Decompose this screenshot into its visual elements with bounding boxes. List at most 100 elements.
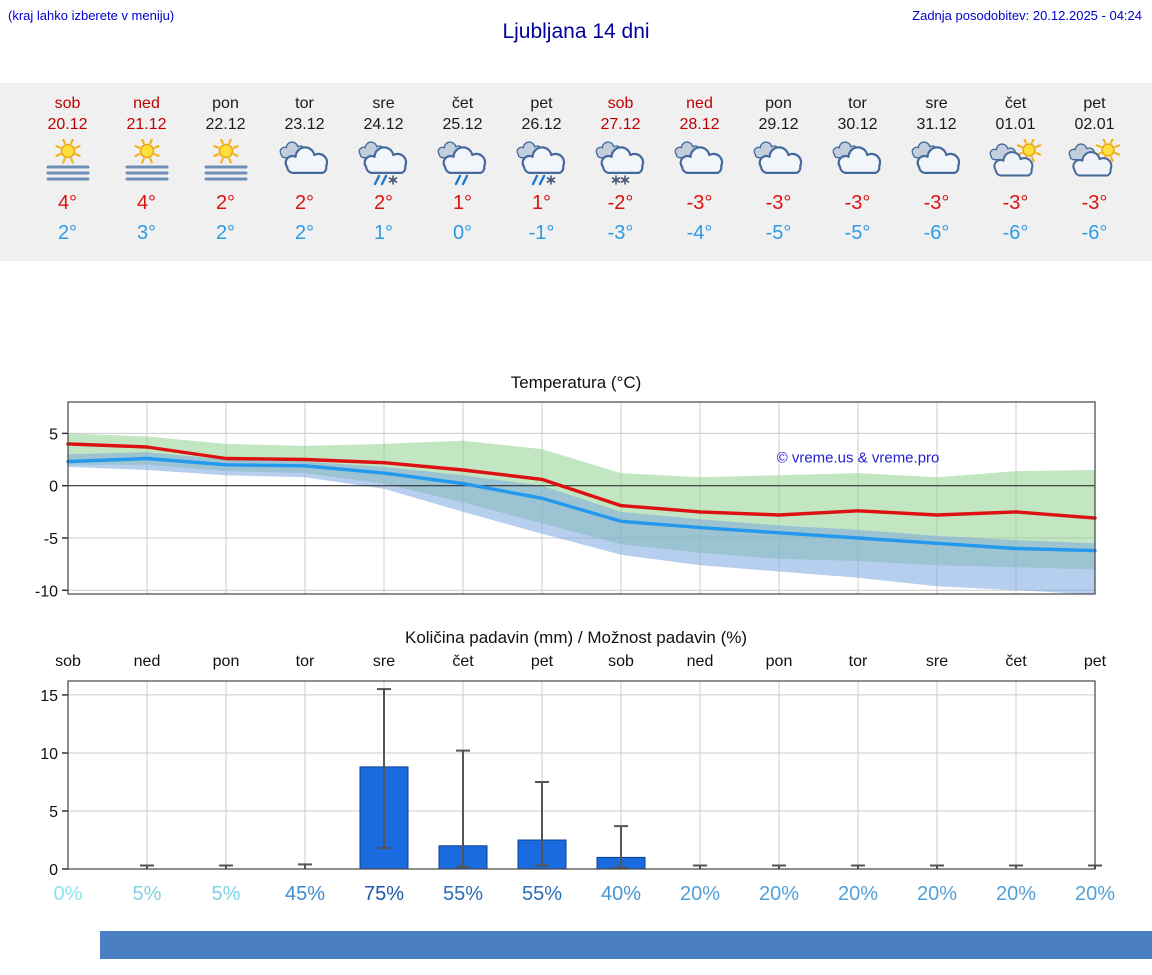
snow-icon bbox=[581, 137, 660, 189]
high-temp: 2° bbox=[373, 192, 394, 214]
forecast-strip: sob 20.12 4° 2° ned 21.12 4° 3° pon 22.12 2° 2° tor 2… bbox=[0, 83, 1152, 261]
svg-text:-5: -5 bbox=[44, 531, 58, 548]
last-update: Zadnja posodobitev: 20.12.2025 - 04:24 bbox=[912, 8, 1142, 23]
day-name: tor bbox=[848, 95, 867, 112]
temperature-chart-title: Temperatura (°C) bbox=[510, 373, 642, 392]
low-temp: -5° bbox=[844, 222, 871, 244]
cloudy-icon bbox=[660, 137, 739, 189]
low-temp: -6° bbox=[923, 222, 950, 244]
high-temp: 2° bbox=[294, 192, 315, 214]
precip-probability: 0% bbox=[53, 883, 83, 905]
forecast-day: sre 24.12 2° 1° bbox=[344, 95, 423, 245]
forecast-day: ned 28.12 -3° -4° bbox=[660, 95, 739, 245]
fog-sun-icon bbox=[107, 137, 186, 189]
precip-probability: 5% bbox=[132, 883, 162, 905]
ad-spacer bbox=[0, 261, 1152, 373]
precip-probability: 5% bbox=[211, 883, 241, 905]
forecast-day: pon 22.12 2° 2° bbox=[186, 95, 265, 245]
high-temp: -3° bbox=[923, 192, 950, 214]
high-temp: 2° bbox=[215, 192, 236, 214]
forecast-day: pon 29.12 -3° -5° bbox=[739, 95, 818, 245]
day-date: 30.12 bbox=[837, 116, 878, 133]
day-name: sob bbox=[54, 95, 81, 112]
precip-day-label: sob bbox=[608, 653, 634, 670]
day-name: sob bbox=[607, 95, 634, 112]
day-date: 23.12 bbox=[284, 116, 325, 133]
high-temp: 1° bbox=[452, 192, 473, 214]
precip-chart: 0 5 10 15 bbox=[0, 679, 1152, 875]
precip-probability: 45% bbox=[284, 883, 326, 905]
high-temp: -3° bbox=[1081, 192, 1108, 214]
day-date: 21.12 bbox=[126, 116, 167, 133]
day-name: pet bbox=[530, 95, 553, 112]
precip-day-label: ned bbox=[686, 653, 714, 670]
day-name: ned bbox=[686, 95, 713, 112]
low-temp: 2° bbox=[57, 222, 78, 244]
low-temp: -1° bbox=[528, 222, 555, 244]
high-temp: -3° bbox=[686, 192, 713, 214]
day-name: ned bbox=[133, 95, 160, 112]
page-title: Ljubljana 14 dni bbox=[502, 20, 650, 43]
cloudy-icon bbox=[739, 137, 818, 189]
forecast-day: sre 31.12 -3° -6° bbox=[897, 95, 976, 245]
day-date: 01.01 bbox=[995, 116, 1036, 133]
forecast-day: sob 20.12 4° 2° bbox=[28, 95, 107, 245]
day-date: 24.12 bbox=[363, 116, 404, 133]
svg-text:0: 0 bbox=[49, 479, 58, 496]
low-temp: -6° bbox=[1081, 222, 1108, 244]
high-temp: 1° bbox=[531, 192, 552, 214]
precip-day-label: sob bbox=[55, 653, 81, 670]
precip-day-label: tor bbox=[295, 653, 315, 670]
low-temp: 0° bbox=[452, 222, 473, 244]
high-temp: 4° bbox=[136, 192, 157, 214]
sleet-icon bbox=[344, 137, 423, 189]
precip-probability: 20% bbox=[837, 883, 879, 905]
low-temp: -3° bbox=[607, 222, 634, 244]
forecast-day: pet 26.12 1° -1° bbox=[502, 95, 581, 245]
page-header: (kraj lahko izberete v meniju) Ljubljana… bbox=[0, 0, 1152, 58]
low-temp: 2° bbox=[215, 222, 236, 244]
precip-probability: 20% bbox=[916, 883, 958, 905]
precip-probability-row: 0% 5% 5% 45% 75% 55% 55% 40% 20% 20% 20% 20% 20% 20% bbox=[0, 883, 1152, 917]
day-date: 28.12 bbox=[679, 116, 720, 133]
low-temp: -5° bbox=[765, 222, 792, 244]
precip-probability: 55% bbox=[521, 883, 563, 905]
low-temp: 2° bbox=[294, 222, 315, 244]
high-temp: 4° bbox=[57, 192, 78, 214]
precip-probability: 20% bbox=[995, 883, 1037, 905]
precip-day-label: čet bbox=[452, 653, 474, 670]
precip-probability: 75% bbox=[363, 883, 405, 905]
precip-day-label: sre bbox=[372, 653, 396, 670]
svg-text:-10: -10 bbox=[35, 583, 58, 598]
low-temp: 1° bbox=[373, 222, 394, 244]
precip-day-label: pon bbox=[212, 653, 240, 670]
day-date: 25.12 bbox=[442, 116, 483, 133]
precip-day-label: pet bbox=[1083, 653, 1107, 670]
precip-probability: 40% bbox=[600, 883, 642, 905]
precip-probability: 20% bbox=[758, 883, 800, 905]
day-date: 22.12 bbox=[205, 116, 246, 133]
low-temp: 3° bbox=[136, 222, 157, 244]
footer-bar bbox=[100, 931, 1152, 959]
low-temp: -4° bbox=[686, 222, 713, 244]
precip-day-label: ned bbox=[133, 653, 161, 670]
day-name: pet bbox=[1083, 95, 1106, 112]
day-name: tor bbox=[295, 95, 314, 112]
precip-day-label: čet bbox=[1005, 653, 1027, 670]
day-date: 26.12 bbox=[521, 116, 562, 133]
cloudy-icon bbox=[897, 137, 976, 189]
sleet-icon bbox=[502, 137, 581, 189]
partly-sunny-icon bbox=[976, 137, 1055, 189]
menu-hint: (kraj lahko izberete v meniju) bbox=[8, 8, 175, 23]
forecast-day: tor 23.12 2° 2° bbox=[265, 95, 344, 245]
forecast-day: tor 30.12 -3° -5° bbox=[818, 95, 897, 245]
rain-icon bbox=[423, 137, 502, 189]
fog-sun-icon bbox=[186, 137, 265, 189]
day-name: čet bbox=[451, 95, 474, 112]
svg-text:5: 5 bbox=[49, 804, 58, 821]
precip-day-label: tor bbox=[848, 653, 868, 670]
svg-text:0: 0 bbox=[49, 862, 58, 875]
high-temp: -3° bbox=[1002, 192, 1029, 214]
svg-text:15: 15 bbox=[40, 688, 58, 705]
cloudy-icon bbox=[818, 137, 897, 189]
